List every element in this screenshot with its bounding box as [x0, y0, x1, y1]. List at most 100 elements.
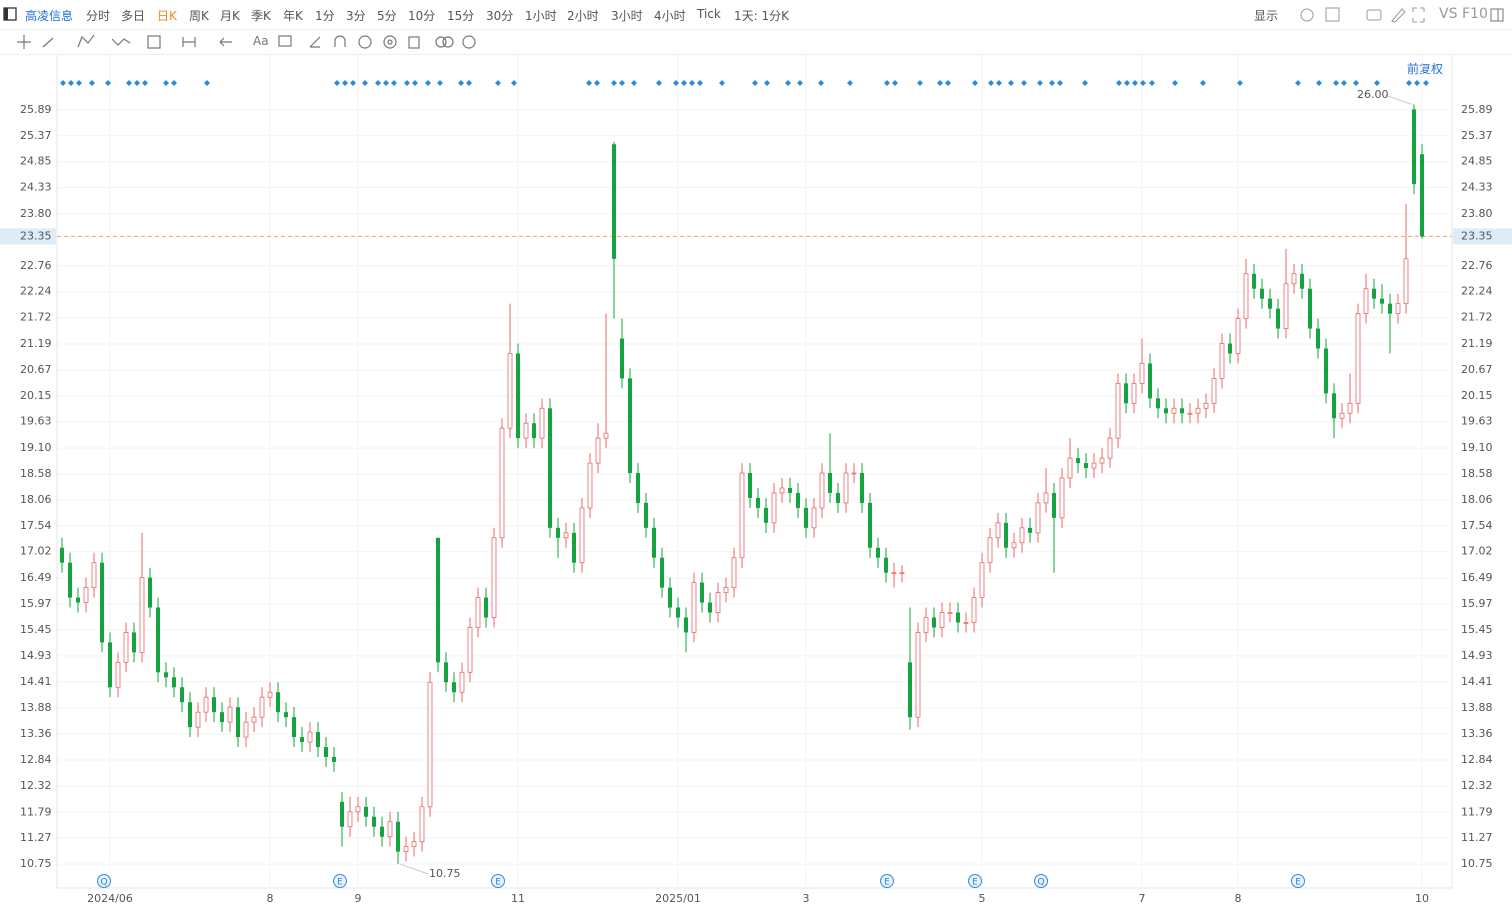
candle-body [1148, 363, 1152, 399]
period-button[interactable]: 2小时 [567, 9, 599, 23]
candle-body [307, 731, 313, 743]
signal-dot [1172, 80, 1178, 86]
signal-dot [511, 80, 517, 86]
y-tick-label: 11.79 [20, 805, 52, 818]
stock-name[interactable]: 高凌信息 [25, 9, 74, 23]
period-button[interactable]: 10分 [408, 9, 436, 23]
signal-dot [1049, 80, 1055, 86]
y-tick-label: 19.63 [1461, 415, 1493, 428]
event-marker [880, 874, 894, 888]
period-button[interactable]: 3小时 [611, 9, 643, 23]
y-tick-label: 15.45 [1461, 623, 1493, 636]
candle-body [459, 671, 465, 693]
period-button[interactable]: 多日 [121, 9, 146, 23]
candle-body [932, 617, 936, 628]
x-tick-label: 2025/01 [655, 892, 701, 905]
y-tick-label: 18.58 [20, 467, 52, 480]
vs-button[interactable]: VS [1439, 6, 1458, 22]
y-tick-label: 13.88 [20, 701, 52, 714]
candle-body [652, 527, 656, 558]
candle-body [1076, 458, 1080, 464]
text-tool[interactable]: Aa [253, 34, 269, 48]
y-tick-label: 25.37 [20, 129, 52, 142]
period-button[interactable]: 5分 [377, 9, 397, 23]
f10-button[interactable]: F10 [1462, 6, 1488, 22]
candle-body [563, 532, 569, 539]
candle-body [452, 682, 456, 693]
candle-body [156, 607, 160, 673]
annotation: 10.75 [429, 867, 461, 880]
panel-icon[interactable] [1490, 8, 1504, 22]
candle-body [532, 423, 536, 439]
candle-body [1355, 313, 1361, 404]
x-tick-label: 8 [1235, 892, 1242, 905]
y-tick-label: 21.19 [1461, 337, 1493, 350]
candle-body [691, 582, 697, 633]
candle-body [132, 632, 136, 653]
signal-dot [945, 80, 951, 86]
candle-body [1091, 462, 1097, 469]
signal-dot [1237, 80, 1243, 86]
y-tick-label: 17.54 [20, 519, 52, 532]
candle-body [1339, 412, 1345, 419]
candle-body [756, 497, 760, 508]
signal-dot [1132, 80, 1138, 86]
period-button[interactable]: 年K [283, 9, 303, 23]
display-menu[interactable]: 显示 [1254, 9, 1279, 23]
interval-select[interactable]: 1天: 1分K [734, 9, 789, 23]
candle-body [868, 502, 872, 548]
signal-dot [134, 80, 140, 86]
sidebar-icon[interactable] [3, 7, 17, 21]
candle-body [1300, 273, 1304, 289]
period-button[interactable]: 季K [251, 9, 271, 23]
candle-body [1332, 393, 1336, 419]
period-button[interactable]: Tick [697, 7, 721, 21]
candle-body [1156, 398, 1160, 409]
candle-body [668, 587, 672, 608]
candle-body [884, 557, 888, 573]
period-button[interactable]: 15分 [447, 9, 475, 23]
candle-body [811, 507, 817, 529]
period-button[interactable]: 周K [189, 9, 209, 23]
candle-body [1195, 407, 1201, 414]
period-button[interactable]: 30分 [486, 9, 514, 23]
candle-body [68, 562, 72, 598]
candle-body [723, 587, 729, 593]
candle-body [899, 572, 905, 575]
candle-body [572, 532, 576, 563]
x-tick-label: 2024/06 [87, 892, 133, 905]
candle-body [115, 661, 121, 688]
candle-body [427, 681, 433, 808]
period-button[interactable]: 4小时 [654, 9, 686, 23]
candle-body [324, 747, 328, 757]
signal-dot [764, 80, 770, 86]
candle-body [860, 473, 864, 503]
period-button[interactable]: 1小时 [525, 9, 557, 23]
signal-dot [76, 80, 82, 86]
y-tick-label: 20.67 [1461, 363, 1493, 376]
candle-body [843, 472, 849, 504]
adjust-mode[interactable]: 前复权 [1407, 62, 1444, 76]
candle-body [1412, 109, 1416, 185]
y-tick-label: 17.02 [1461, 545, 1493, 558]
signal-dot [752, 80, 758, 86]
period-button[interactable]: 1分 [315, 9, 335, 23]
y-tick-label: 13.36 [1461, 727, 1493, 740]
event-marker-label: E [972, 878, 978, 888]
signal-dot [89, 80, 95, 86]
period-button[interactable]: 3分 [346, 9, 366, 23]
signal-dot [689, 80, 695, 86]
y-tick-label: 11.27 [1461, 831, 1493, 844]
candle-body [796, 492, 800, 508]
y-tick-label: 18.58 [1461, 467, 1493, 480]
event-marker-label: E [337, 878, 343, 888]
candle-body [164, 672, 168, 678]
y-tick-label: 20.67 [20, 363, 52, 376]
period-button[interactable]: 月K [220, 9, 240, 23]
period-button[interactable]: 分时 [86, 9, 111, 23]
signal-dot [1124, 80, 1130, 86]
candle-body [499, 427, 505, 539]
period-button[interactable]: 日K [157, 9, 177, 23]
event-marker-label: Q [100, 878, 107, 888]
